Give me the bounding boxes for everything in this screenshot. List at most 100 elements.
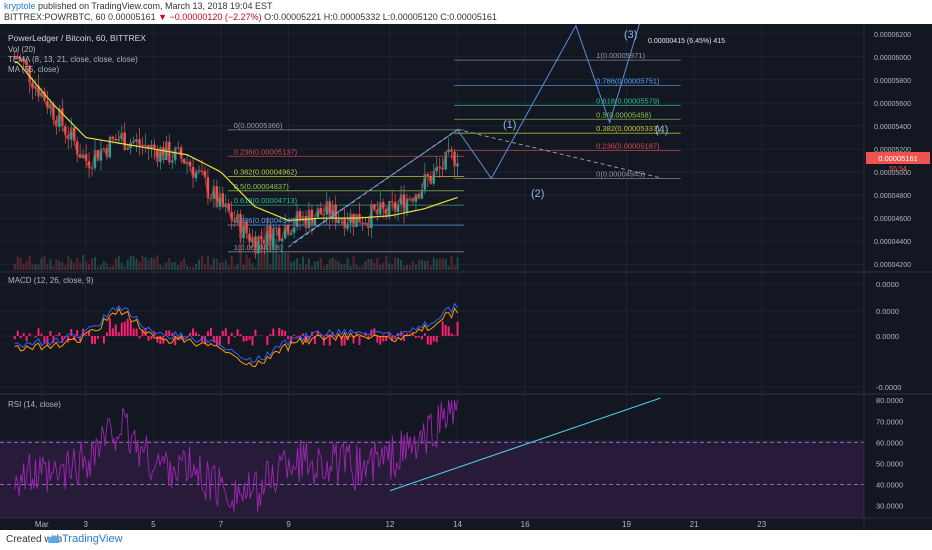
volume-bar <box>304 264 307 270</box>
volume-bar <box>245 254 248 270</box>
candle-body <box>221 193 224 208</box>
volume-bar <box>310 266 313 270</box>
candle-body <box>453 151 456 167</box>
macd-histogram-bar <box>168 330 171 336</box>
candle-body <box>281 238 284 241</box>
macd-histogram-bar <box>316 330 319 336</box>
tradingview-brand[interactable]: TradingView <box>62 533 123 545</box>
macd-legend: MACD (12, 26, close, 9) <box>8 276 94 285</box>
candle-body <box>417 194 421 199</box>
volume-bar <box>67 255 70 270</box>
candle-body <box>203 170 207 178</box>
candle-body <box>361 222 364 224</box>
macd-histogram-bar <box>126 318 129 336</box>
ma-legend: MA (55, close) <box>8 65 59 74</box>
macd-histogram-bar <box>266 336 269 346</box>
macd-histogram-bar <box>429 336 432 345</box>
macd-histogram-bar <box>367 336 370 340</box>
volume-bar <box>284 252 287 270</box>
macd-histogram-bar <box>117 332 120 336</box>
price-tick-label: 0.00005000 <box>874 170 911 177</box>
macd-histogram-bar <box>209 328 212 336</box>
macd-histogram-bar <box>403 336 406 341</box>
volume-bar <box>141 256 144 270</box>
candle-body <box>43 91 46 101</box>
macd-histogram-bar <box>224 328 227 336</box>
candle-body <box>191 166 195 179</box>
macd-histogram-bar <box>260 335 263 336</box>
volume-bar <box>316 261 319 270</box>
candle-body <box>138 139 141 146</box>
volume-bar <box>340 264 343 270</box>
macd-histogram-bar <box>16 330 19 336</box>
candle-body <box>257 236 260 254</box>
volume-bar <box>367 258 370 270</box>
volume-bar <box>120 262 123 270</box>
macd-histogram-bar <box>49 330 52 336</box>
volume-bar <box>70 259 73 270</box>
macd-signal-line <box>14 307 458 368</box>
volume-bar <box>64 265 67 270</box>
candle-body <box>67 135 70 140</box>
price-tick-label: 0.00005400 <box>874 124 911 131</box>
volume-bar <box>28 255 31 270</box>
macd-histogram-bar <box>40 333 43 336</box>
candle-body <box>328 201 331 219</box>
volume-bar <box>406 265 409 270</box>
macd-histogram-bar <box>144 327 147 336</box>
candle-body <box>58 108 61 127</box>
macd-histogram-bar <box>340 336 343 346</box>
candle-body <box>25 61 28 66</box>
volume-bar <box>96 266 99 270</box>
candle-body <box>114 138 117 141</box>
wave-label-1: (1) <box>503 119 516 131</box>
candle-body <box>171 160 174 163</box>
candle-body <box>206 177 210 199</box>
volume-bar <box>177 265 180 270</box>
candle-body <box>111 136 115 139</box>
volume-bar <box>242 264 245 270</box>
chart-svg[interactable]: 0(0.00005366) 0.236(0.00005137) 0.382(0.00… <box>0 10 932 530</box>
macd-histogram-bar <box>304 336 307 343</box>
macd-histogram-bar <box>147 336 150 341</box>
current-price-tag <box>866 152 930 164</box>
volume-bar <box>450 255 453 270</box>
elliott-wave-projection <box>291 10 644 244</box>
volume-bar <box>102 261 105 270</box>
macd-histogram-bar <box>251 336 254 346</box>
candle-body <box>87 161 91 168</box>
macd-histogram-bar <box>293 334 296 336</box>
volume-bar <box>198 259 201 270</box>
macd-histogram-bar <box>91 336 94 344</box>
macd-histogram-bar <box>171 332 174 336</box>
time-tick-label: Mar <box>35 520 49 529</box>
volume-bar <box>150 257 153 270</box>
macd-histogram-bar <box>296 336 299 337</box>
chart-area[interactable]: 0(0.00005366) 0.236(0.00005137) 0.382(0.00… <box>0 10 932 530</box>
volume-bar <box>25 261 28 270</box>
rsi-tick-label: 60.0000 <box>876 438 903 447</box>
candle-body <box>22 58 25 62</box>
candle-body <box>283 224 287 239</box>
author-link[interactable]: kryptole <box>4 1 36 11</box>
fib-retracement-label: 0.236(0.00005137) <box>234 147 298 156</box>
volume-bar <box>126 259 129 270</box>
macd-histogram-bar <box>456 321 459 336</box>
macd-tick-label: 0.0000 <box>876 332 899 341</box>
volume-bar <box>426 260 429 270</box>
volume-bar <box>203 264 206 270</box>
candle-body <box>153 144 156 150</box>
candle-body <box>40 91 43 97</box>
volume-bar <box>325 264 328 270</box>
macd-histogram-bar <box>183 336 186 337</box>
price-change: −0.00000120 (−2.27%) <box>169 12 262 22</box>
macd-histogram-bar <box>435 336 438 343</box>
candle-body <box>174 148 177 161</box>
macd-histogram-bar <box>58 332 61 336</box>
volume-bar <box>322 265 325 270</box>
candle-body <box>96 150 100 161</box>
candle-body <box>450 149 453 152</box>
macd-histogram-bar <box>221 330 224 336</box>
volume-bar <box>382 262 385 270</box>
time-tick-label: 23 <box>757 520 766 529</box>
